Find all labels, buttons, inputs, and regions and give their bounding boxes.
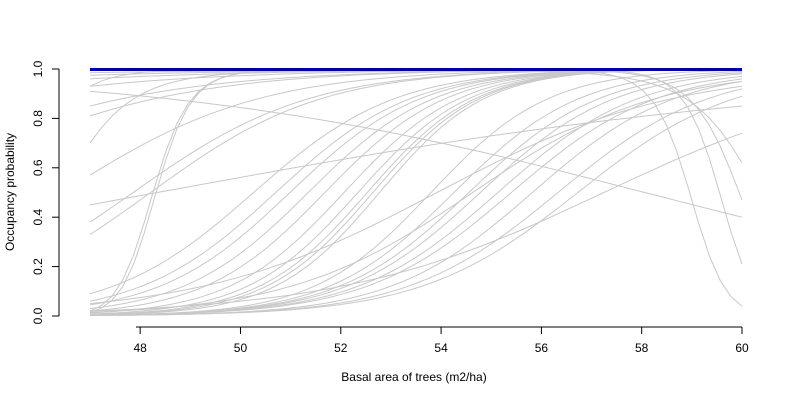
x-tick-label: 50 xyxy=(234,341,248,355)
y-tick-label: 0.8 xyxy=(31,110,45,127)
x-tick-label: 56 xyxy=(535,341,549,355)
posterior-draw-curve-13 xyxy=(89,90,743,218)
x-tick-label: 52 xyxy=(334,341,348,355)
posterior-draw-curve-33 xyxy=(89,80,743,313)
posterior-draw-curve-25 xyxy=(89,73,743,316)
x-tick-label: 48 xyxy=(133,341,147,355)
curve-group xyxy=(89,68,743,316)
posterior-draw-curve-24 xyxy=(89,72,743,316)
x-tick-label: 58 xyxy=(635,341,649,355)
y-tick-label: 1.0 xyxy=(31,60,45,77)
x-tick-label: 60 xyxy=(735,341,749,355)
y-ticks: 0.0 0.2 0.4 0.6 0.8 1.0 xyxy=(31,60,59,324)
x-ticks: 48 50 52 54 56 58 60 xyxy=(133,327,749,355)
posterior-draw-curve-19 xyxy=(89,68,743,315)
x-axis-label: Basal area of trees (m2/ha) xyxy=(341,370,486,384)
y-tick-label: 0.0 xyxy=(31,307,45,324)
posterior-draw-curve-30 xyxy=(89,95,743,316)
x-tick-label: 54 xyxy=(434,341,448,355)
posterior-draw-curve-26 xyxy=(89,75,743,316)
y-tick-label: 0.6 xyxy=(31,159,45,176)
y-axis-label: Occupancy probability xyxy=(3,133,17,251)
posterior-draw-curve-32 xyxy=(89,132,743,312)
posterior-draw-curve-18 xyxy=(89,68,743,315)
y-tick-label: 0.2 xyxy=(31,258,45,275)
posterior-draw-curve-31 xyxy=(89,85,743,305)
y-tick-label: 0.4 xyxy=(31,209,45,226)
